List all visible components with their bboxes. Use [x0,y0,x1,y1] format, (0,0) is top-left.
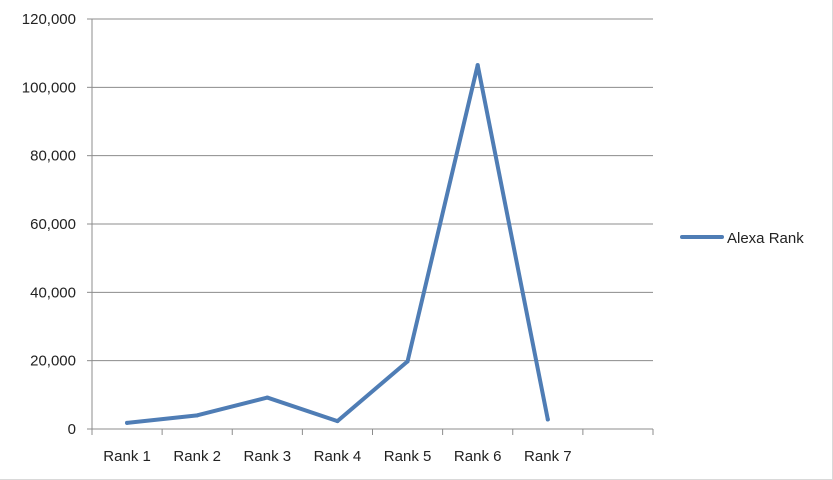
x-tick-label: Rank 1 [103,448,151,465]
data-point [335,419,340,424]
x-tick-label: Rank 5 [384,448,432,465]
y-tick-labels: 0 20,000 40,000 60,000 80,000 100,000 120,000 [22,11,76,438]
legend-label-alexa-rank: Alexa Rank [727,230,804,247]
gridlines [92,18,653,362]
data-point [475,63,480,68]
x-tick-label: Rank 4 [314,448,362,465]
data-point [125,420,130,425]
x-tick-label: Rank 3 [244,448,292,465]
y-tick-label: 100,000 [22,79,76,96]
data-point [405,359,410,364]
y-tick-label: 80,000 [30,148,76,165]
x-tick-labels: Rank 1 Rank 2 Rank 3 Rank 4 Rank 5 Rank 6 Rank… [103,448,571,465]
legend: Alexa Rank [680,230,804,247]
y-tick-label: 0 [68,421,76,438]
data-point [195,413,200,418]
axes [87,18,654,435]
y-tick-label: 20,000 [30,353,76,370]
y-tick-label: 40,000 [30,284,76,301]
series-layer [125,63,550,425]
y-tick-label: 120,000 [22,11,76,28]
x-tick-label: Rank 6 [454,448,502,465]
x-tick-label: Rank 2 [173,448,221,465]
data-point [265,395,270,400]
x-tick-label: Rank 7 [524,448,572,465]
series-line-alexa-rank [125,63,550,425]
data-point [545,417,550,422]
y-tick-label: 60,000 [30,216,76,233]
